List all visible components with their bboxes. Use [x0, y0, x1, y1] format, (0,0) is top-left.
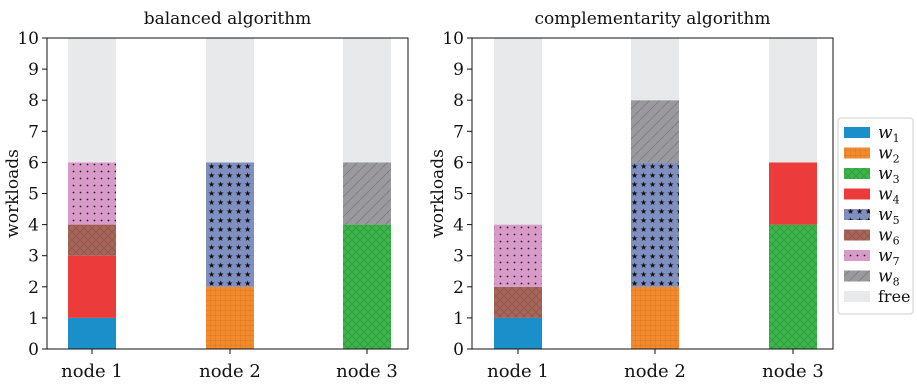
legend-label-subscript: 3 — [893, 173, 900, 186]
y-tick-label: 2 — [28, 278, 39, 298]
legend-label-base: w — [878, 267, 893, 287]
y-tick-label: 5 — [28, 185, 39, 205]
legend-label-subscript: 6 — [893, 235, 900, 248]
bar-segment-w4-node-1 — [68, 255, 116, 318]
x-tick-label: node 1 — [61, 361, 123, 382]
legend-swatch-hatch-w5 — [844, 209, 870, 220]
y-tick-label: 6 — [453, 153, 464, 173]
bar-segment-w1-node-1 — [68, 317, 116, 349]
y-tick-label: 10 — [17, 29, 39, 49]
chart-panel-balanced: 0 1 2 3 4 5 6 7 8 9 10 node 1 node 2 node 3 balanced a… — [3, 9, 409, 382]
legend-label-free: free — [878, 287, 911, 306]
legend-box — [837, 117, 914, 315]
x-tick-label: node 2 — [624, 361, 686, 382]
legend-label-w1: w1 — [878, 123, 900, 145]
y-tick-label: 4 — [28, 216, 39, 236]
legend-label-w6: w6 — [878, 226, 900, 248]
legend-swatch-hatch-w3 — [844, 168, 870, 179]
y-tick-label: 1 — [28, 309, 39, 329]
bar-hatch-w6-node-1 — [494, 286, 542, 318]
y-tick-label: 0 — [28, 340, 39, 360]
bar-segment-free-node-1 — [68, 38, 116, 163]
legend-label-subscript: 8 — [893, 276, 900, 289]
y-tick-label: 7 — [28, 122, 39, 142]
y-tick-label: 8 — [453, 91, 464, 111]
legend-label-w5: w5 — [878, 205, 900, 227]
bar-hatch-w3-node-3 — [769, 224, 817, 349]
bar-hatch-w6-node-1 — [68, 224, 116, 256]
legend-label-base: w — [878, 144, 893, 164]
bar-segment-free-node-3 — [343, 38, 391, 163]
bar-segment-free-node-2 — [631, 38, 679, 101]
legend-swatch-w4 — [844, 188, 870, 200]
legend-label-subscript: 7 — [893, 255, 900, 268]
y-tick-label: 7 — [453, 122, 464, 142]
chart-title: balanced algorithm — [144, 9, 312, 29]
bar-hatch-w8-node-3 — [343, 162, 391, 225]
legend-label-base: w — [878, 205, 893, 225]
legend-label-w3: w3 — [878, 164, 900, 186]
bar-hatch-w7-node-1 — [494, 224, 542, 287]
bar-segment-free-node-3 — [769, 38, 817, 163]
x-tick-label: node 2 — [199, 361, 261, 382]
legend-label-base: w — [878, 164, 893, 184]
chart-panel-complementarity: 0 1 2 3 4 5 6 7 8 9 10 node 1 node 2 node 3 complement… — [428, 9, 834, 382]
bar-segment-w4-node-3 — [769, 162, 817, 225]
y-tick-label: 10 — [442, 29, 464, 49]
legend-label-base: w — [878, 226, 893, 246]
y-tick-label: 3 — [453, 247, 464, 267]
x-tick-label: node 1 — [487, 361, 549, 382]
bar-segment-free-node-2 — [206, 38, 254, 163]
y-tick-label: 0 — [453, 340, 464, 360]
bar-hatch-w2-node-2 — [631, 286, 679, 349]
legend-label-subscript: 4 — [893, 194, 900, 207]
legend-label-base: free — [878, 287, 911, 306]
legend-swatch-hatch-w6 — [844, 229, 870, 241]
bar-hatch-w7-node-1 — [68, 162, 116, 225]
legend-swatch-free — [844, 291, 870, 302]
y-tick-label: 5 — [453, 185, 464, 205]
y-tick-label: 3 — [28, 247, 39, 267]
y-axis-label: workloads — [428, 149, 448, 238]
legend-label-base: w — [878, 246, 893, 266]
bar-hatch-w8-node-2 — [631, 100, 679, 163]
y-tick-label: 2 — [453, 278, 464, 298]
bar-hatch-w3-node-3 — [343, 224, 391, 349]
legend-label-base: w — [878, 123, 893, 143]
legend-label-subscript: 2 — [893, 153, 900, 166]
legend-swatch-hatch-w8 — [844, 270, 870, 282]
legend-swatch-hatch-w7 — [844, 250, 870, 261]
y-tick-label: 8 — [28, 91, 39, 111]
legend-label-subscript: 5 — [893, 214, 900, 227]
y-tick-label: 4 — [453, 216, 464, 236]
y-tick-label: 6 — [28, 153, 39, 173]
legend-label-subscript: 1 — [893, 132, 900, 145]
bar-hatch-w5-node-2 — [206, 162, 254, 287]
legend-label-w2: w2 — [878, 144, 900, 166]
legend-swatch-hatch-w2 — [844, 147, 870, 159]
y-axis-label: workloads — [3, 149, 23, 238]
x-tick-label: node 3 — [336, 361, 398, 382]
bar-hatch-w2-node-2 — [206, 286, 254, 349]
chart-title: complementarity algorithm — [535, 9, 771, 29]
x-tick-label: node 3 — [762, 361, 824, 382]
legend-label-base: w — [878, 185, 893, 205]
bar-hatch-w5-node-2 — [631, 162, 679, 287]
y-tick-label: 9 — [28, 60, 39, 80]
legend-label-w8: w8 — [878, 267, 900, 289]
bar-segment-free-node-1 — [494, 38, 542, 225]
y-tick-label: 9 — [453, 60, 464, 80]
bar-segment-w1-node-1 — [494, 317, 542, 349]
legend-swatch-w1 — [844, 127, 870, 138]
legend-label-w4: w4 — [878, 185, 900, 207]
y-tick-label: 1 — [453, 309, 464, 329]
legend-label-w7: w7 — [878, 246, 900, 268]
